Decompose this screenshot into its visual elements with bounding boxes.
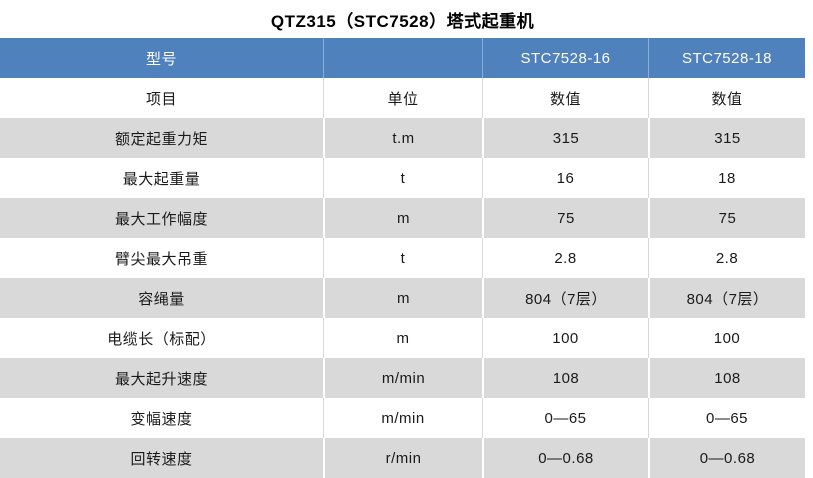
table-row: 电缆长（标配） m 100 100 bbox=[0, 318, 805, 358]
cell-item: 电缆长（标配） bbox=[107, 330, 216, 348]
table-row: 容绳量 m 804（7层） 804（7层） bbox=[0, 278, 805, 318]
cell-item: 回转速度 bbox=[130, 450, 193, 468]
model-header-row: 型号 STC7528-16 STC7528-18 bbox=[0, 38, 805, 78]
cell-unit: t bbox=[323, 238, 482, 278]
cell-item: 最大起重量 bbox=[122, 170, 201, 188]
cell-value-2: 100 bbox=[648, 318, 805, 358]
cell-unit: t bbox=[323, 158, 482, 198]
cell-item: 容绳量 bbox=[138, 290, 185, 308]
table-row: 回转速度 r/min 0—0.68 0—0.68 bbox=[0, 438, 805, 478]
cell-item: 额定起重力矩 bbox=[114, 130, 208, 148]
table-row: 最大工作幅度 m 75 75 bbox=[0, 198, 805, 238]
cell-item: 臂尖最大吊重 bbox=[114, 250, 208, 268]
cell-unit: m bbox=[323, 278, 482, 318]
cell-value-2: 108 bbox=[648, 358, 805, 398]
cell-value-2: 2.8 bbox=[648, 238, 805, 278]
cell-value-2: 18 bbox=[648, 158, 805, 198]
cell-value-2: 75 bbox=[648, 198, 805, 238]
cell-value-1: 100 bbox=[482, 318, 648, 358]
table-row: 最大起重量 t 16 18 bbox=[0, 158, 805, 198]
cell-value-2: 0—0.68 bbox=[648, 438, 805, 478]
cell-item: 最大工作幅度 bbox=[114, 210, 208, 228]
cell-unit: t.m bbox=[323, 118, 482, 158]
cell-unit: m/min bbox=[323, 398, 482, 438]
cell-value-1: 804（7层） bbox=[482, 278, 648, 318]
page-title: QTZ315（STC7528）塔式起重机 bbox=[270, 11, 535, 31]
cell-value-1: 2.8 bbox=[482, 238, 648, 278]
table-row: 最大起升速度 m/min 108 108 bbox=[0, 358, 805, 398]
cell-unit: r/min bbox=[323, 438, 482, 478]
table-row: 臂尖最大吊重 t 2.8 2.8 bbox=[0, 238, 805, 278]
cell-value-1: 315 bbox=[482, 118, 648, 158]
model-header-model-2: STC7528-18 bbox=[648, 38, 805, 78]
model-header-empty bbox=[323, 38, 482, 78]
spec-table: 型号 STC7528-16 STC7528-18 项目 单位 数值 数值 额定起… bbox=[0, 38, 805, 478]
cell-item: 最大起升速度 bbox=[114, 370, 208, 388]
cell-unit: m bbox=[323, 198, 482, 238]
cell-value-1: 0—65 bbox=[482, 398, 648, 438]
cell-value-1: 108 bbox=[482, 358, 648, 398]
cell-value-1: 0—0.68 bbox=[482, 438, 648, 478]
cell-value-1: 75 bbox=[482, 198, 648, 238]
column-header-unit: 单位 bbox=[323, 78, 482, 118]
cell-item: 变幅速度 bbox=[130, 410, 193, 428]
table-row: 变幅速度 m/min 0—65 0—65 bbox=[0, 398, 805, 438]
cell-value-2: 0—65 bbox=[648, 398, 805, 438]
cell-unit: m bbox=[323, 318, 482, 358]
model-header-model-1: STC7528-16 bbox=[482, 38, 648, 78]
cell-value-1: 16 bbox=[482, 158, 648, 198]
column-header-value-1: 数值 bbox=[482, 78, 648, 118]
model-header-label: 型号 bbox=[145, 50, 177, 68]
column-header-item: 项目 bbox=[145, 90, 177, 108]
cell-value-2: 315 bbox=[648, 118, 805, 158]
column-header-value-2: 数值 bbox=[648, 78, 805, 118]
table-row: 额定起重力矩 t.m 315 315 bbox=[0, 118, 805, 158]
column-header-row: 项目 单位 数值 数值 bbox=[0, 78, 805, 118]
cell-unit: m/min bbox=[323, 358, 482, 398]
cell-value-2: 804（7层） bbox=[648, 278, 805, 318]
